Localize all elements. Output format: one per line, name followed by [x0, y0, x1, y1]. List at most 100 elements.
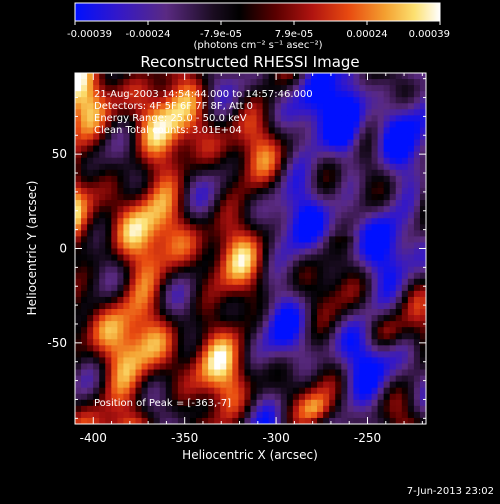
heatmap-cell [401, 375, 409, 383]
heatmap-cell [153, 381, 161, 389]
heatmap-cell [298, 121, 306, 129]
heatmap-cell [81, 272, 88, 280]
heatmap-cell [274, 290, 282, 298]
heatmap-cell [81, 339, 88, 346]
heatmap-cell [226, 194, 233, 201]
heatmap-cell [292, 133, 300, 141]
heatmap-cell [274, 145, 282, 153]
heatmap-cell [341, 393, 348, 401]
heatmap-cell [75, 315, 82, 322]
heatmap-cell [202, 169, 209, 177]
heatmap-cell [93, 73, 100, 80]
heatmap-cell [371, 333, 379, 340]
heatmap-cell [220, 181, 227, 189]
heatmap-cell [220, 91, 227, 98]
heatmap-cell [377, 381, 385, 389]
heatmap-cell [189, 315, 197, 322]
heatmap-cell [105, 218, 112, 225]
heatmap-cell [365, 327, 373, 334]
heatmap-cell [419, 254, 426, 262]
heatmap-cell [117, 151, 125, 159]
heatmap-cell [250, 363, 258, 371]
heatmap-cell [383, 97, 391, 104]
heatmap-cell [202, 309, 209, 316]
heatmap-cell [75, 345, 82, 352]
heatmap-cell [75, 351, 82, 359]
heatmap-cell [335, 272, 342, 280]
heatmap-cell [183, 163, 191, 171]
heatmap-cell [75, 103, 82, 110]
heatmap-cell [81, 327, 88, 334]
heatmap-cell [232, 206, 239, 213]
heatmap-cell [105, 133, 112, 141]
heatmap-cell [359, 194, 367, 201]
heatmap-cell [256, 405, 264, 413]
heatmap-cell [335, 79, 342, 86]
heatmap-cell [256, 248, 264, 256]
heatmap-cell [129, 327, 137, 334]
heatmap-cell [329, 387, 336, 395]
heatmap-cell [75, 175, 82, 183]
heatmap-cell [298, 194, 306, 201]
heatmap-cell [317, 230, 324, 237]
heatmap-cell [317, 345, 324, 352]
heatmap-cell [111, 115, 118, 123]
heatmap-cell [280, 175, 288, 183]
heatmap-cell [353, 194, 361, 201]
heatmap-cell [419, 212, 426, 219]
heatmap-cell [377, 369, 385, 377]
heatmap-cell [141, 230, 149, 237]
heatmap-cell [347, 163, 354, 171]
heatmap-cell [153, 175, 161, 183]
heatmap-cell [171, 218, 179, 225]
heatmap-cell [371, 339, 379, 346]
heatmap-cell [359, 387, 367, 395]
heatmap-cell [298, 260, 306, 268]
heatmap-cell [75, 272, 82, 280]
heatmap-cell [117, 405, 125, 413]
heatmap-cell [153, 278, 161, 286]
heatmap-cell [189, 387, 197, 395]
heatmap-cell [383, 218, 391, 225]
heatmap-cell [371, 315, 379, 322]
heatmap-cell [377, 73, 385, 80]
heatmap-cell [208, 97, 215, 104]
heatmap-cell [189, 296, 197, 304]
heatmap-cell [250, 339, 258, 346]
heatmap-cell [75, 290, 82, 298]
heatmap-cell [359, 224, 367, 231]
heatmap-cell [353, 175, 361, 183]
heatmap-cell [87, 115, 94, 123]
heatmap-cell [335, 187, 342, 195]
heatmap-cell [153, 218, 161, 225]
heatmap-cell [244, 103, 252, 110]
heatmap-cell [196, 218, 203, 225]
heatmap-cell [244, 387, 252, 395]
heatmap-cell [377, 339, 385, 346]
heatmap-cell [413, 278, 421, 286]
heatmap-cell [371, 260, 379, 268]
y-tick-label: 50 [52, 147, 67, 161]
heatmap-cell [183, 145, 191, 153]
heatmap-cell [159, 79, 167, 86]
heatmap-cell [250, 151, 258, 159]
heatmap-cell [317, 302, 324, 310]
heatmap-cell [389, 127, 397, 135]
heatmap-cell [183, 345, 191, 352]
heatmap-cell [93, 278, 100, 286]
heatmap-cell [117, 357, 125, 365]
heatmap-cell [214, 212, 221, 219]
heatmap-cell [383, 302, 391, 310]
heatmap-cell [177, 121, 185, 129]
heatmap-cell [141, 218, 149, 225]
heatmap-cell [377, 417, 385, 424]
heatmap-cell [407, 254, 415, 262]
heatmap-cell [165, 200, 173, 207]
heatmap-cell [323, 248, 330, 256]
heatmap-cell [407, 339, 415, 346]
heatmap-cell [395, 339, 403, 346]
heatmap-cell [208, 212, 215, 219]
heatmap-cell [141, 200, 149, 207]
heatmap-cell [298, 284, 306, 292]
heatmap-cell [159, 278, 167, 286]
